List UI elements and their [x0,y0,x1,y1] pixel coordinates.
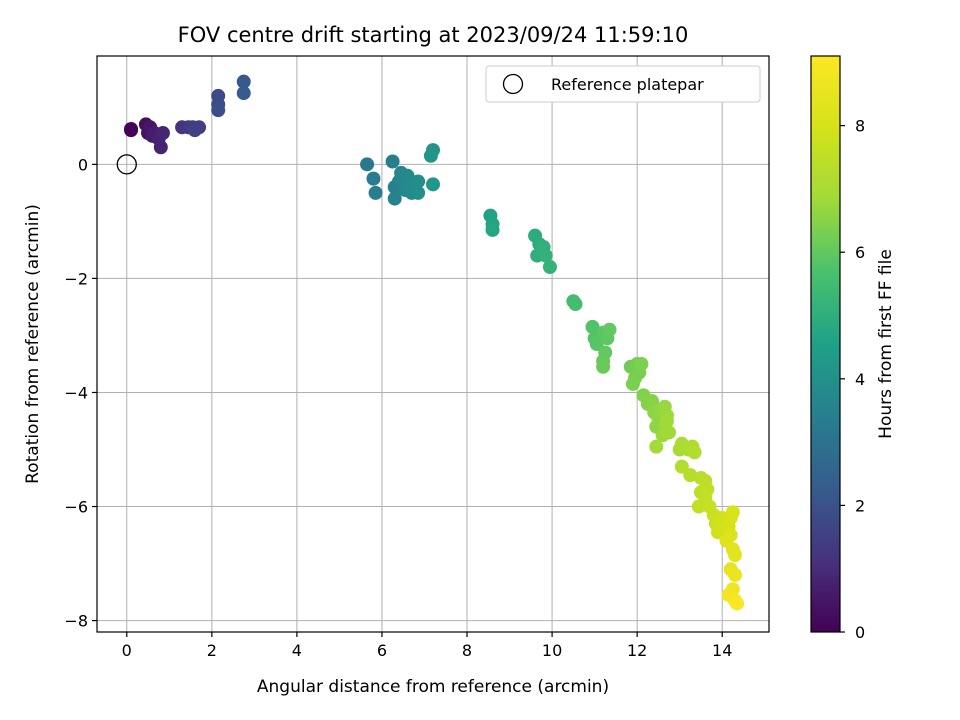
data-point [385,154,400,169]
data-point [683,468,698,483]
data-point [727,548,742,563]
data-point [426,177,440,192]
data-point [645,394,660,409]
reference-marker-layer [116,154,137,175]
data-point [124,121,139,136]
data-point [585,319,600,334]
data-point [691,499,706,514]
y-axis-ticks: 0 −2 −4 −6 −8 [64,155,97,631]
x-axis-label: Angular distance from reference (arcmin) [257,677,609,697]
x-tick-label: 12 [627,641,647,660]
data-point [725,505,740,520]
chart-title: FOV centre drift starting at 2023/09/24 … [178,23,689,47]
plot-frame [96,55,770,633]
data-point [411,174,426,189]
data-point [674,459,689,474]
legend-marker-icon [502,73,524,95]
colorbar-tick-label: 8 [855,117,865,136]
data-points [124,74,745,611]
data-point [589,337,604,351]
colorbar-tick-label: 2 [855,496,865,515]
data-point [662,425,677,440]
reference-platepar-marker [116,154,137,175]
y-tick-label: −8 [64,612,88,631]
y-tick-label: −4 [64,383,88,402]
x-tick-label: 2 [207,641,217,660]
data-point [542,260,557,275]
data-point [568,297,583,312]
colorbar-tick-label: 6 [855,243,865,262]
data-point [659,413,674,428]
data-point [360,157,375,172]
y-tick-label: −6 [64,498,88,517]
data-point [411,185,426,200]
x-tick-label: 6 [377,641,387,660]
data-point [634,356,649,371]
x-tick-label: 4 [292,641,302,660]
legend-entry-label: Reference platepar [551,75,704,94]
data-point [485,222,500,237]
colorbar-gradient [810,55,841,633]
data-point [727,567,742,582]
colorbar: 0 2 4 6 8 Hours from first FF file [810,55,896,642]
colorbar-tick-label: 0 [855,623,865,642]
data-point [368,185,383,200]
colorbar-ticks: 0 2 4 6 8 [840,117,865,642]
x-tick-label: 10 [542,641,562,660]
x-tick-label: 14 [712,641,732,660]
x-tick-label: 0 [122,641,132,660]
data-point [426,143,440,158]
data-point [366,171,381,186]
colorbar-tick-label: 4 [855,370,865,389]
data-point [730,596,745,611]
data-point [155,125,170,140]
colorbar-label: Hours from first FF file [876,249,896,439]
data-point [596,359,611,374]
data-point [236,86,251,101]
data-point [211,103,226,118]
legend: Reference platepar [485,65,761,103]
y-axis-label: Rotation from reference (arcmin) [23,204,43,484]
data-point [687,445,702,460]
grid [97,56,769,632]
data-point [187,123,202,138]
data-point [625,376,640,391]
data-point [649,439,664,454]
y-tick-label: −2 [64,269,88,288]
data-point [236,74,251,89]
data-point [602,322,617,337]
data-point [538,248,553,263]
legend-box [485,65,761,103]
data-point [387,191,402,206]
data-point [153,140,168,155]
y-tick-label: 0 [78,155,88,174]
x-tick-label: 8 [462,641,472,660]
x-axis-ticks: 0 2 4 6 8 10 12 14 [122,632,732,660]
